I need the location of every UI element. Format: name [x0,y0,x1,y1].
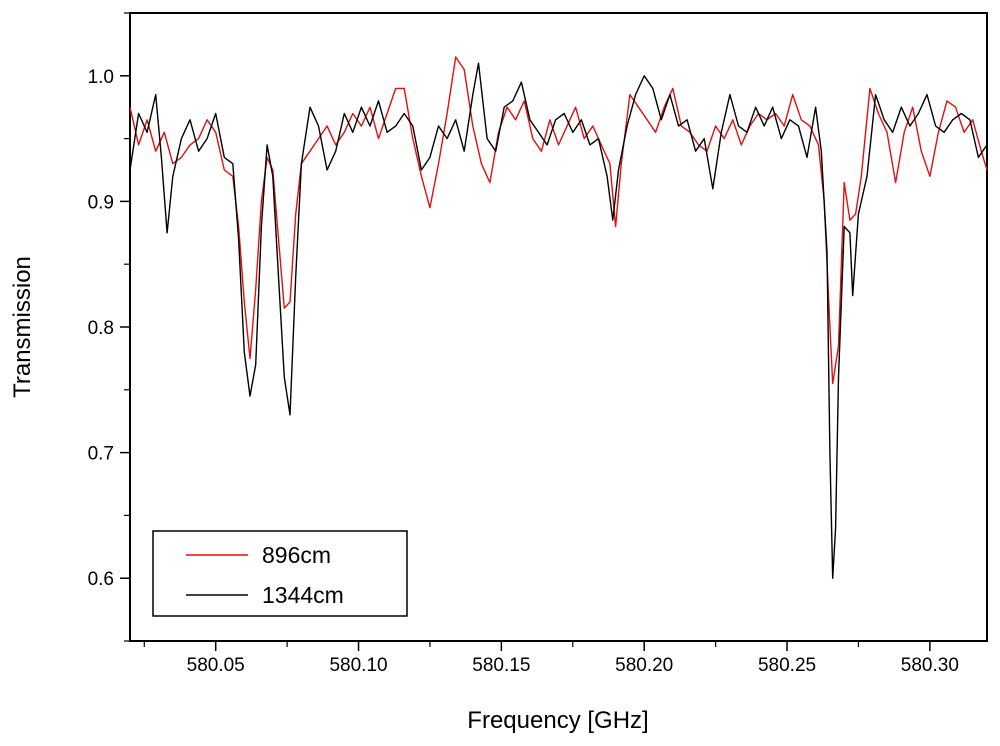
y-tick-label: 0.6 [88,569,114,590]
legend-label-896cm: 896cm [262,542,331,568]
y-tick-label: 0.8 [88,318,114,339]
x-tick-label: 580.20 [615,655,673,676]
legend-label-1344cm: 1344cm [262,582,344,608]
x-tick-label: 580.15 [472,655,530,676]
y-tick-label: 0.9 [88,192,114,213]
x-axis-ticks: 580.05 580.10 580.15 580.20 580.25 580.30 [143,641,959,676]
y-axis-ticks: 0.6 0.7 0.8 0.9 1.0 [88,12,130,642]
legend: 896cm 1344cm [152,530,408,617]
y-tick-label: 1.0 [88,67,114,88]
y-axis-title: Transmission [9,256,36,398]
series-line-1344cm [129,62,988,579]
legend-box [152,530,408,617]
y-tick-label: 0.7 [88,444,114,465]
x-tick-label: 580.05 [187,655,245,676]
x-tick-label: 580.30 [901,655,959,676]
x-axis-title: Frequency [GHz] [467,707,648,734]
series-line-896cm [129,56,988,385]
series-lines [129,56,988,579]
x-tick-label: 580.10 [329,655,387,676]
x-tick-label: 580.25 [758,655,816,676]
